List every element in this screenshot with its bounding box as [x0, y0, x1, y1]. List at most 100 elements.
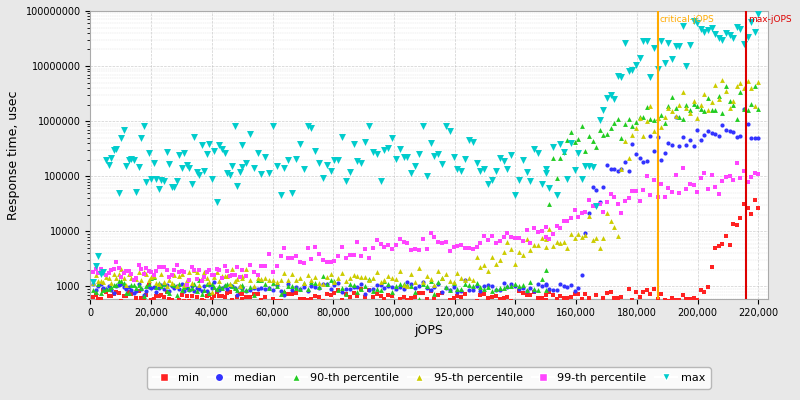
Point: [637, 289, 650, 296]
Point: [662, 40, 674, 46]
Point: [451, 286, 464, 292]
Point: [590, 203, 602, 209]
Point: [535, 228, 548, 235]
Point: [712, 92, 725, 99]
Point: [305, 283, 318, 289]
Point: [417, 123, 430, 130]
Point: [558, 149, 570, 155]
Point: [417, 236, 430, 242]
Point: [490, 293, 502, 300]
Point: [105, 283, 118, 290]
Point: [132, 163, 145, 170]
Point: [535, 235, 548, 241]
Point: [640, 173, 653, 180]
Point: [370, 269, 383, 276]
Point: [428, 234, 441, 240]
Point: [752, 79, 765, 86]
Point: [637, 158, 650, 165]
Point: [478, 262, 490, 268]
Point: [712, 242, 725, 249]
Point: [709, 131, 722, 137]
Point: [405, 283, 418, 289]
Point: [443, 248, 456, 255]
Point: [165, 281, 178, 287]
Point: [251, 286, 264, 292]
Point: [112, 190, 125, 196]
Point: [582, 213, 595, 220]
Point: [509, 283, 522, 289]
Point: [436, 240, 449, 246]
Point: [240, 287, 253, 294]
Point: [436, 290, 449, 296]
Point: [626, 296, 638, 303]
Point: [690, 188, 703, 195]
Point: [122, 271, 135, 277]
Point: [748, 82, 761, 89]
Point: [497, 280, 510, 286]
Point: [730, 222, 743, 228]
Point: [216, 273, 229, 279]
Point: [662, 102, 674, 109]
Point: [608, 294, 621, 301]
Point: [539, 169, 552, 176]
Point: [221, 268, 234, 274]
Point: [294, 141, 306, 147]
Point: [132, 280, 145, 287]
Point: [550, 286, 563, 293]
Point: [278, 245, 291, 252]
Point: [147, 272, 160, 279]
Point: [370, 151, 383, 158]
Point: [516, 284, 529, 291]
Point: [266, 296, 279, 302]
Point: [92, 278, 105, 284]
Point: [178, 284, 190, 290]
Point: [107, 271, 120, 278]
Point: [266, 123, 279, 130]
Point: [240, 288, 253, 294]
Point: [390, 276, 402, 282]
Point: [455, 286, 468, 292]
Point: [374, 178, 387, 184]
Point: [516, 238, 529, 245]
Point: [490, 240, 502, 246]
Point: [745, 174, 758, 181]
Point: [633, 115, 646, 121]
Point: [482, 282, 494, 288]
Point: [324, 259, 337, 265]
Point: [726, 35, 739, 41]
Point: [90, 289, 102, 296]
Point: [687, 101, 700, 107]
Point: [741, 121, 754, 128]
Point: [532, 229, 545, 235]
Point: [226, 266, 238, 272]
Point: [286, 255, 298, 262]
Point: [378, 278, 390, 284]
Point: [647, 147, 660, 154]
Point: [586, 164, 599, 171]
Point: [112, 282, 125, 288]
Point: [658, 120, 671, 127]
Point: [726, 177, 739, 184]
Point: [575, 234, 588, 240]
Point: [572, 136, 585, 142]
Point: [180, 161, 193, 168]
Point: [198, 274, 210, 280]
Point: [94, 281, 107, 287]
Point: [336, 297, 349, 304]
Point: [716, 178, 729, 184]
Point: [328, 279, 341, 285]
Point: [630, 288, 642, 295]
Point: [501, 294, 514, 300]
Point: [230, 264, 243, 270]
Point: [203, 278, 216, 285]
Point: [259, 286, 272, 292]
Point: [218, 273, 231, 280]
Point: [398, 281, 410, 287]
Point: [524, 285, 537, 291]
Point: [604, 166, 617, 173]
Point: [546, 292, 559, 298]
Point: [539, 296, 552, 303]
Point: [102, 286, 115, 292]
Point: [436, 161, 449, 167]
Point: [102, 293, 115, 300]
